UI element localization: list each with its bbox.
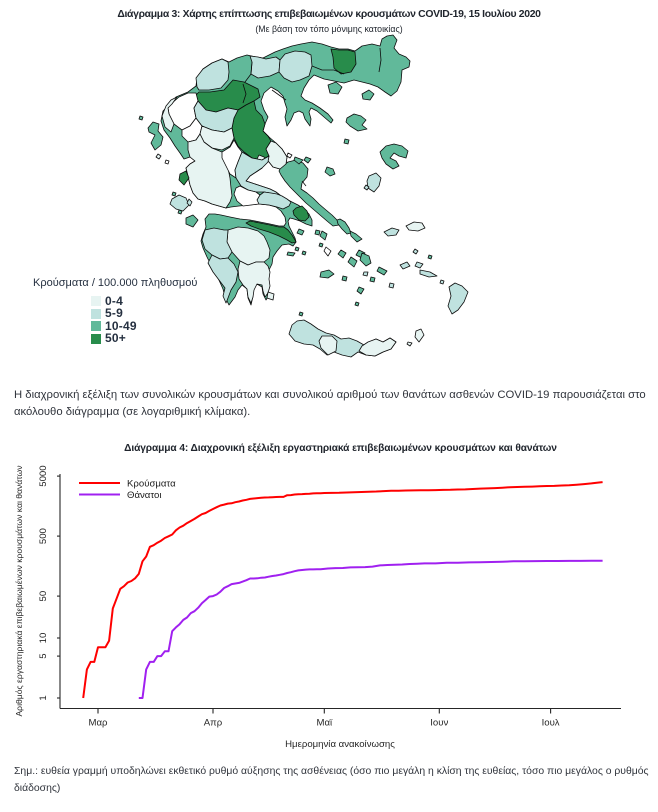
svg-text:50: 50: [38, 591, 49, 602]
svg-text:10: 10: [38, 633, 49, 644]
svg-text:Μαϊ: Μαϊ: [316, 718, 333, 729]
svg-text:Μαρ: Μαρ: [89, 718, 109, 729]
svg-text:Κρούσματα: Κρούσματα: [127, 479, 176, 490]
svg-text:Ιουλ: Ιουλ: [542, 718, 560, 729]
svg-text:5: 5: [38, 653, 49, 658]
svg-text:Ιουν: Ιουν: [430, 718, 448, 729]
svg-text:Θάνατοι: Θάνατοι: [127, 490, 161, 501]
svg-text:Απρ: Απρ: [204, 718, 223, 729]
svg-text:Αριθμός εργαστηριακά επιβεβαιω: Αριθμός εργαστηριακά επιβεβαιωμένων κρου…: [14, 465, 24, 716]
svg-text:500: 500: [38, 528, 49, 544]
svg-text:Ημερομηνία ανακοίνωσης: Ημερομηνία ανακοίνωσης: [285, 739, 395, 750]
svg-text:5000: 5000: [38, 465, 49, 486]
svg-text:1: 1: [38, 695, 49, 700]
